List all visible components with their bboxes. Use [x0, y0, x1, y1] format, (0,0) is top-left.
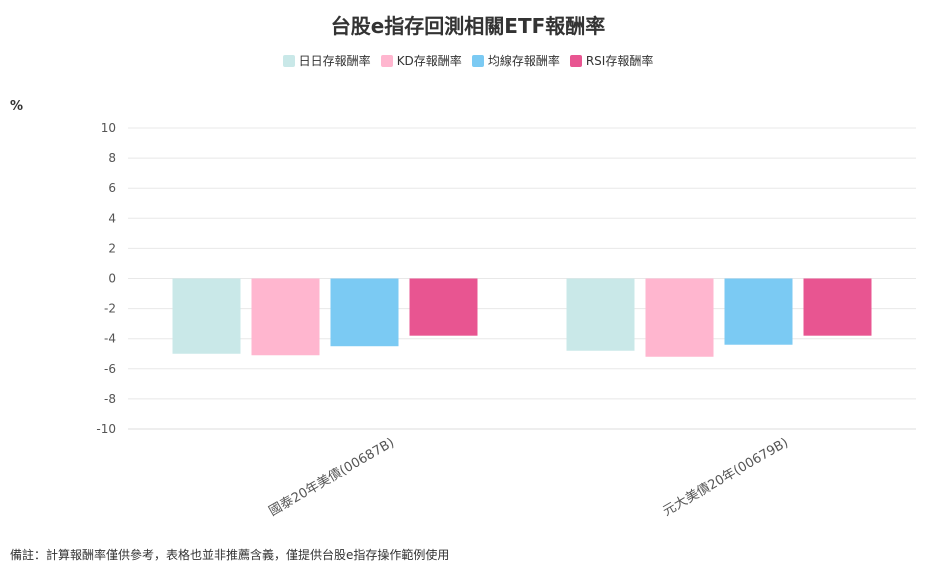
- x-category-label: 元大美債20年(00679B): [661, 435, 791, 519]
- bar: [803, 278, 872, 336]
- y-tick-label: -6: [104, 362, 116, 376]
- legend-label-rsi: RSI存報酬率: [585, 54, 654, 68]
- bar: [330, 278, 399, 347]
- legend-item-ma[interactable]: 均線存報酬率: [471, 52, 560, 69]
- bar: [251, 278, 320, 356]
- y-tick-label: 0: [108, 272, 116, 286]
- legend-swatch-rsi: [569, 54, 582, 67]
- bar: [409, 278, 478, 336]
- y-tick-label: -2: [104, 302, 116, 316]
- bar: [724, 278, 793, 345]
- y-tick-label: -4: [104, 332, 116, 346]
- legend-label-daily: 日日存報酬率: [298, 54, 371, 68]
- legend-swatch-ma: [471, 54, 484, 67]
- y-tick-label: 8: [108, 151, 116, 165]
- y-tick-label: -8: [104, 392, 116, 406]
- x-category-label: 國泰20年美債(00687B): [267, 435, 397, 519]
- y-tick-label: 2: [108, 241, 116, 255]
- legend-swatch-kd: [380, 54, 393, 67]
- y-tick-label: 4: [108, 211, 116, 225]
- legend-item-rsi[interactable]: RSI存報酬率: [569, 52, 654, 69]
- y-tick-label: -10: [96, 422, 116, 436]
- bar: [566, 278, 635, 351]
- legend-label-ma: 均線存報酬率: [487, 54, 560, 68]
- chart-legend: 日日存報酬率 KD存報酬率 均線存報酬率 RSI存報酬率: [0, 52, 936, 69]
- legend-item-daily[interactable]: 日日存報酬率: [282, 52, 371, 69]
- y-tick-label: 10: [101, 121, 116, 135]
- legend-swatch-daily: [282, 54, 295, 67]
- bar: [172, 278, 241, 354]
- y-axis-unit: %: [10, 99, 24, 114]
- y-tick-label: 6: [108, 181, 116, 195]
- chart-title: 台股e指存回測相關ETF報酬率: [330, 14, 606, 38]
- legend-label-kd: KD存報酬率: [396, 54, 462, 68]
- legend-item-kd[interactable]: KD存報酬率: [380, 52, 462, 69]
- bar: [645, 278, 714, 357]
- footnote: 備註：計算報酬率僅供參考，表格也並非推薦含義，僅提供台股e指存操作範例使用: [10, 548, 450, 562]
